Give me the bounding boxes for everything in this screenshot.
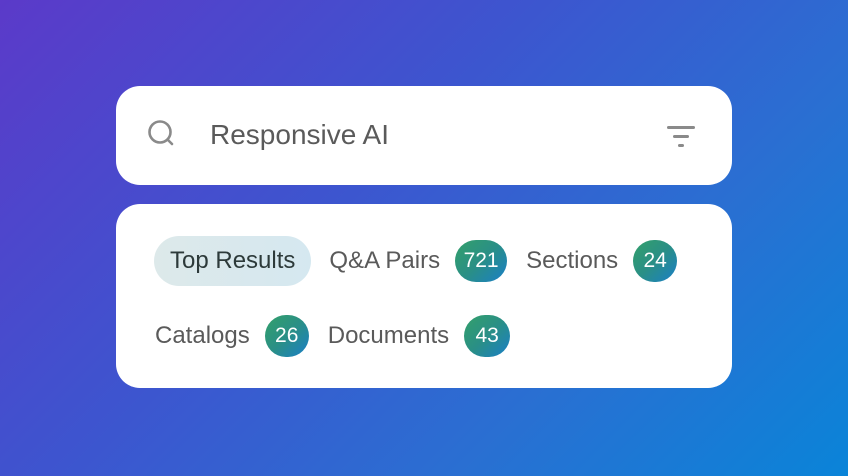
tab-label: Sections <box>526 247 619 274</box>
tab-label: Catalogs <box>155 322 250 349</box>
count-badge: 24 <box>633 240 678 282</box>
search-input[interactable]: Responsive AI <box>210 119 389 150</box>
tab-top-results[interactable]: Top Results <box>154 236 312 286</box>
tab-row-1: Top Results Q&A Pairs 721 Sections 24 <box>154 236 678 286</box>
tab-label: Q&A Pairs <box>329 247 441 274</box>
count-badge: 721 <box>455 240 508 282</box>
tab-label: Documents <box>327 322 450 349</box>
tab-documents[interactable]: Documents 43 <box>327 315 511 357</box>
search-icon[interactable] <box>148 120 174 146</box>
tab-row-2: Catalogs 26 Documents 43 <box>155 315 511 357</box>
filter-icon[interactable] <box>664 124 698 150</box>
results-panel <box>116 204 732 388</box>
tab-catalogs[interactable]: Catalogs 26 <box>155 315 309 357</box>
search-bar[interactable] <box>116 86 732 185</box>
tab-label: Top Results <box>170 247 296 274</box>
count-badge: 26 <box>264 315 309 357</box>
tab-sections[interactable]: Sections 24 <box>526 240 678 282</box>
count-badge: 43 <box>464 315 511 357</box>
tab-qa-pairs[interactable]: Q&A Pairs 721 <box>329 240 508 282</box>
